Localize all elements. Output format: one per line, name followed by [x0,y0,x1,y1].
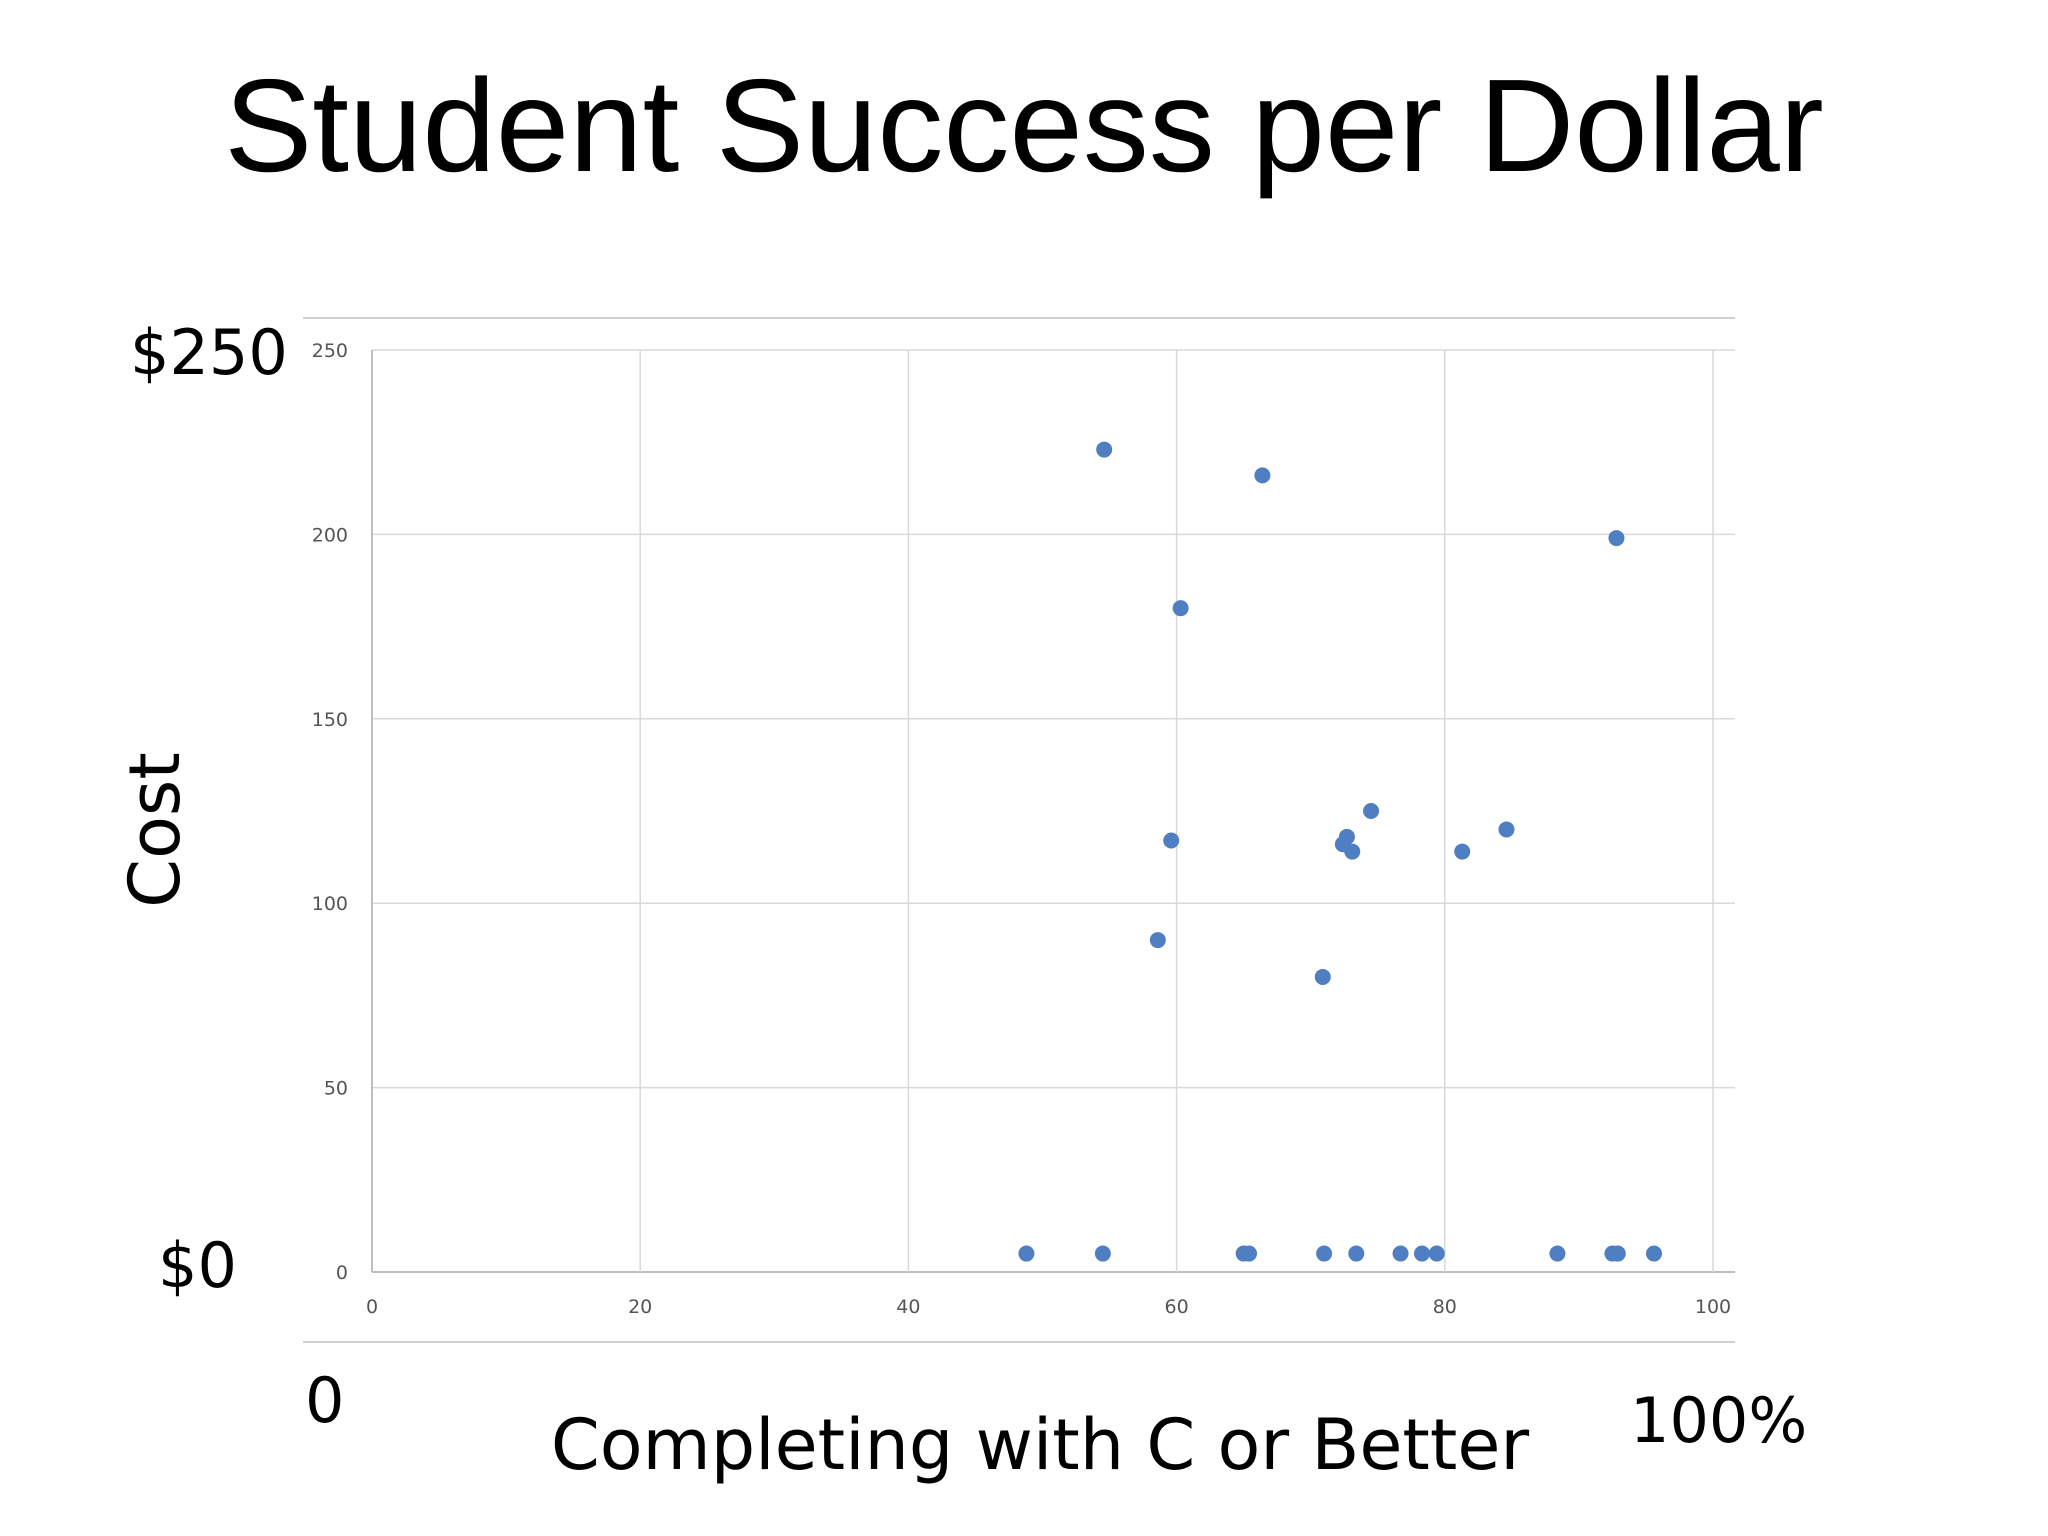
y-tick-label: 0 [336,1262,348,1284]
data-point [1316,1245,1333,1262]
y-tick-label: 250 [312,340,348,362]
x-min-label: 0 [305,1364,345,1437]
x-axis-title: Completing with C or Better [550,1404,1530,1486]
x-tick-label: 20 [628,1296,652,1318]
data-point [1314,968,1331,985]
data-point [1018,1245,1035,1262]
data-point [1645,1245,1662,1262]
data-point [1392,1245,1409,1262]
data-point [1608,530,1625,547]
x-tick-label: 60 [1165,1296,1189,1318]
data-point [1363,803,1380,819]
data-point [1096,441,1113,458]
data-point [1163,832,1180,849]
data-point [1241,1245,1258,1262]
y-tick-label: 150 [312,709,348,731]
y-tick-labels: 0 50 100 150 200 250 [312,340,348,1284]
slide-title: Student Success per Dollar [224,52,1824,199]
data-point [1414,1245,1431,1262]
x-tick-label: 40 [896,1296,920,1318]
data-point [1498,821,1515,838]
data-points [1018,441,1662,1262]
data-point [1149,932,1166,949]
data-point [1254,467,1271,484]
grid [371,349,1735,1273]
x-tick-labels: 0 20 40 60 80 100 [366,1296,1731,1318]
data-point [1428,1245,1445,1262]
y-tick-label: 50 [324,1078,348,1100]
data-point [1609,1245,1626,1262]
y-max-label: $250 [130,316,288,389]
y-tick-label: 100 [312,893,348,915]
x-tick-label: 80 [1433,1296,1457,1318]
x-max-label: 100% [1630,1384,1808,1457]
data-point [1094,1245,1111,1262]
data-point [1549,1245,1566,1262]
y-tick-label: 200 [312,524,348,546]
y-min-label: $0 [158,1229,237,1302]
x-tick-label: 0 [366,1296,378,1318]
data-point [1348,1245,1365,1262]
data-point [1344,843,1361,860]
y-axis-title: Cost [114,752,196,908]
data-point [1454,843,1471,860]
data-point [1172,600,1189,617]
x-tick-label: 100 [1695,1296,1731,1318]
